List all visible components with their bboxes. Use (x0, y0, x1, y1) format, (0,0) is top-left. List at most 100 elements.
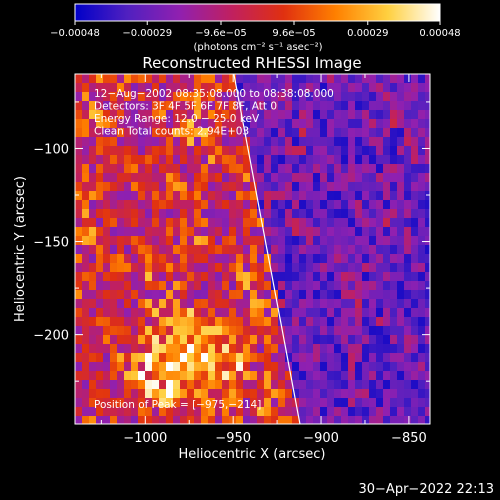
heatmap-cell (411, 101, 419, 111)
heatmap-cell (418, 407, 426, 417)
heatmap-cell (404, 110, 412, 120)
heatmap-cell (299, 110, 307, 120)
heatmap-cell (110, 389, 118, 399)
heatmap-cell (411, 191, 419, 201)
heatmap-cell (355, 371, 363, 381)
heatmap-cell (369, 119, 377, 129)
heatmap-cell (334, 326, 342, 336)
heatmap-cell (89, 335, 97, 345)
heatmap-cell (292, 371, 300, 381)
heatmap-cell (124, 389, 132, 399)
heatmap-cell (292, 335, 300, 345)
heatmap-cell (159, 326, 167, 336)
heatmap-cell (306, 416, 314, 424)
heatmap-cell (425, 74, 430, 84)
heatmap-cell (369, 290, 377, 300)
heatmap-cell (369, 164, 377, 174)
heatmap-cell (180, 263, 188, 273)
heatmap-cell (383, 398, 391, 408)
heatmap-cell (166, 407, 174, 417)
heatmap-cell (404, 362, 412, 372)
heatmap-cell (285, 182, 293, 192)
heatmap-cell (292, 299, 300, 309)
heatmap-cell (138, 137, 146, 147)
heatmap-cell (166, 209, 174, 219)
heatmap-cell (124, 101, 132, 111)
heatmap-cell (348, 236, 356, 246)
heatmap-cell (222, 290, 230, 300)
heatmap-cell (383, 317, 391, 327)
heatmap-cell (159, 380, 167, 390)
heatmap-cell (208, 164, 216, 174)
heatmap-cell (152, 83, 160, 93)
heatmap-cell (425, 344, 430, 354)
heatmap-cell (264, 290, 272, 300)
heatmap-cell (166, 272, 174, 282)
heatmap-cell (152, 344, 160, 354)
heatmap-cell (320, 155, 328, 165)
heatmap-cell (404, 101, 412, 111)
heatmap-cell (278, 299, 286, 309)
heatmap-cell (229, 380, 237, 390)
heatmap-cell (166, 380, 174, 390)
heatmap-cell (229, 290, 237, 300)
heatmap-cell (187, 137, 195, 147)
heatmap-cell (180, 173, 188, 183)
heatmap-cell (425, 263, 430, 273)
heatmap-cell (159, 92, 167, 102)
heatmap-cell (138, 380, 146, 390)
heatmap-cell (299, 128, 307, 138)
heatmap-cell (152, 245, 160, 255)
heatmap-cell (222, 272, 230, 282)
heatmap-cell (201, 362, 209, 372)
heatmap-cell (222, 218, 230, 228)
heatmap-cell (103, 254, 111, 264)
heatmap-cell (327, 398, 335, 408)
heatmap-cell (124, 407, 132, 417)
heatmap-cell (222, 227, 230, 237)
heatmap-cell (236, 245, 244, 255)
heatmap-cell (299, 83, 307, 93)
heatmap-cell (411, 92, 419, 102)
heatmap-cell (320, 416, 328, 424)
heatmap-cell (166, 137, 174, 147)
heatmap-cell (271, 389, 279, 399)
heatmap-cell (257, 74, 265, 84)
heatmap-cell (208, 326, 216, 336)
heatmap-cell (201, 110, 209, 120)
heatmap-cell (124, 371, 132, 381)
heatmap-cell (180, 416, 188, 424)
heatmap-cell (285, 245, 293, 255)
heatmap-cell (313, 281, 321, 291)
colorbar-tick-label: −0.00048 (50, 28, 100, 39)
heatmap-cell (327, 137, 335, 147)
heatmap-cell (383, 128, 391, 138)
heatmap-cell (243, 209, 251, 219)
heatmap-cell (82, 308, 90, 318)
heatmap-cell (166, 416, 174, 424)
heatmap-cell (355, 362, 363, 372)
heatmap-cell (208, 74, 216, 84)
heatmap-cell (425, 92, 430, 102)
heatmap-cell (362, 371, 370, 381)
heatmap-cell (208, 398, 216, 408)
heatmap-cell (152, 407, 160, 417)
heatmap-cell (292, 263, 300, 273)
heatmap-cell (117, 281, 125, 291)
heatmap-cell (348, 299, 356, 309)
heatmap-cell (215, 83, 223, 93)
heatmap-cell (306, 263, 314, 273)
heatmap-cell (215, 308, 223, 318)
heatmap-cell (208, 389, 216, 399)
heatmap-cell (96, 290, 104, 300)
heatmap-cell (124, 209, 132, 219)
heatmap-cell (383, 263, 391, 273)
heatmap-cell (320, 182, 328, 192)
heatmap-cell (131, 344, 139, 354)
heatmap-cell (264, 371, 272, 381)
heatmap-cell (222, 389, 230, 399)
heatmap-cell (292, 245, 300, 255)
heatmap-cell (236, 326, 244, 336)
heatmap-cell (166, 371, 174, 381)
heatmap-cell (229, 389, 237, 399)
